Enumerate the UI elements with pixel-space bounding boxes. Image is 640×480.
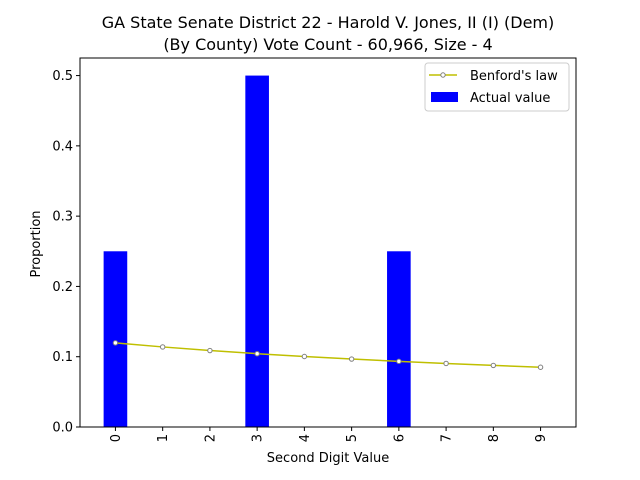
bar-6 xyxy=(387,251,411,427)
x-axis-label: Second Digit Value xyxy=(267,451,389,466)
plot-area: 0.0 0.1 0.2 0.3 0.4 0.5 0 1 2 3 4 5 6 7 8 9 xyxy=(52,57,577,442)
x-tick-label-3: 3 xyxy=(251,434,266,442)
benford-point-8 xyxy=(490,362,497,369)
y-tick-label-0.1: 0.1 xyxy=(52,350,73,365)
x-tick-label-9: 9 xyxy=(534,434,549,442)
benford-point-9 xyxy=(537,364,544,370)
legend-actual-swatch xyxy=(431,92,458,102)
legend-actual-label: Actual value xyxy=(470,91,550,106)
chart-title-line2: (By County) Vote Count - 60,966, Size - … xyxy=(163,35,492,54)
y-axis-label: Proportion xyxy=(29,210,44,277)
benford-point-5 xyxy=(348,356,355,362)
axes-frame xyxy=(79,57,577,428)
y-tick-label-0.2: 0.2 xyxy=(52,280,73,295)
bar-0 xyxy=(103,251,128,427)
benford-point-3 xyxy=(254,350,260,357)
chart-title-line1: GA State Senate District 22 - Harold V. … xyxy=(102,13,555,32)
benford-point-1 xyxy=(159,344,166,350)
legend-frame xyxy=(424,62,570,112)
y-tick-label-0.0: 0.0 xyxy=(52,421,73,436)
benford-point-0 xyxy=(112,340,119,346)
x-tick-label-1: 1 xyxy=(156,434,171,442)
y-tick-label-0.5: 0.5 xyxy=(52,69,73,84)
x-tick-label-7: 7 xyxy=(440,434,455,442)
benford-point-7 xyxy=(443,360,449,367)
benford-point-4 xyxy=(301,353,308,360)
benford-line xyxy=(115,342,541,369)
x-tick-label-5: 5 xyxy=(345,434,360,442)
x-tick-label-8: 8 xyxy=(487,434,502,442)
benford-point-6 xyxy=(396,358,402,365)
y-tick-label-0.3: 0.3 xyxy=(52,210,73,225)
benford-point-2 xyxy=(207,347,213,354)
y-tick-label-0.4: 0.4 xyxy=(52,139,73,154)
x-tick-label-0: 0 xyxy=(109,434,124,442)
x-tick-label-2: 2 xyxy=(203,434,218,442)
legend-benford-label: Benford's law xyxy=(470,69,558,84)
legend-benford-marker xyxy=(440,72,446,78)
legend: Benford's law Actual value xyxy=(424,62,570,112)
x-tick-label-4: 4 xyxy=(298,434,313,442)
x-tick-label-6: 6 xyxy=(392,434,407,442)
bar-3 xyxy=(245,75,269,428)
